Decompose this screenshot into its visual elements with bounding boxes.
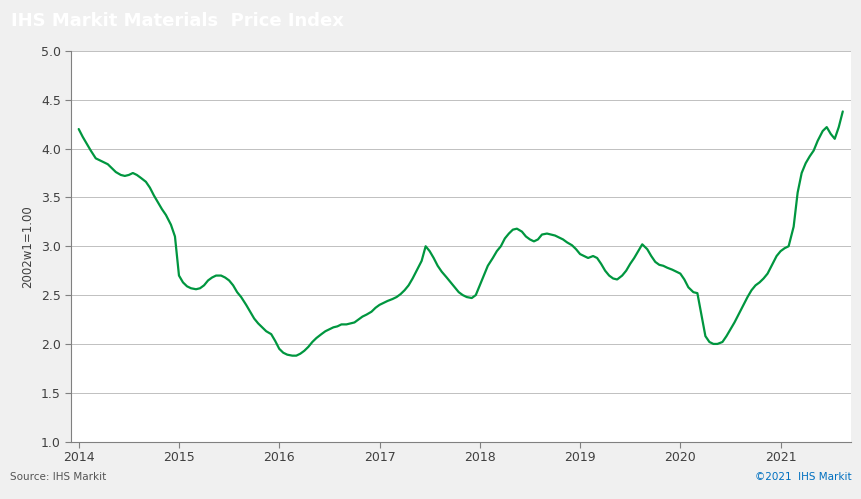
Y-axis label: 2002w1=1.00: 2002w1=1.00 — [21, 205, 34, 287]
Text: Source: IHS Markit: Source: IHS Markit — [10, 472, 107, 482]
Text: IHS Markit Materials  Price Index: IHS Markit Materials Price Index — [11, 12, 344, 30]
Text: ©2021  IHS Markit: ©2021 IHS Markit — [754, 472, 851, 482]
